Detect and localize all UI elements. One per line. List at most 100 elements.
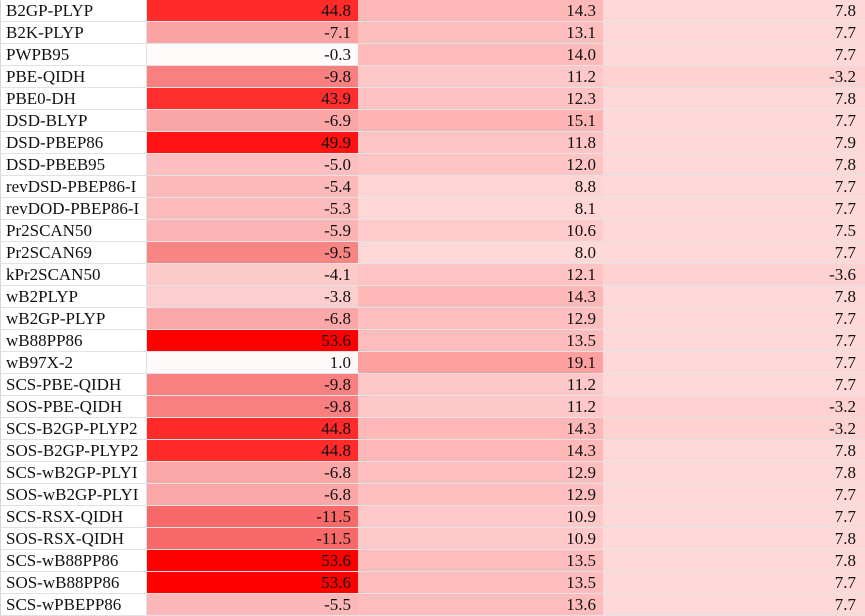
value-cell-col1[interactable]: -5.3	[147, 198, 358, 220]
value-cell-col3[interactable]: 7.7	[603, 572, 865, 594]
value-cell-col2[interactable]: 14.3	[358, 0, 603, 22]
value-cell-col2[interactable]: 8.8	[358, 176, 603, 198]
value-cell-col3[interactable]: 7.5	[603, 220, 865, 242]
value-cell-col3[interactable]: 7.7	[603, 198, 865, 220]
value-cell-col3[interactable]: 7.8	[603, 550, 865, 572]
value-cell-col2[interactable]: 15.1	[358, 110, 603, 132]
method-name-cell[interactable]: wB88PP86	[0, 330, 147, 352]
value-cell-col1[interactable]: 53.6	[147, 572, 358, 594]
value-cell-col2[interactable]: 14.3	[358, 440, 603, 462]
value-cell-col1[interactable]: -6.8	[147, 462, 358, 484]
value-cell-col1[interactable]: -5.4	[147, 176, 358, 198]
value-cell-col3[interactable]: 7.7	[603, 374, 865, 396]
value-cell-col3[interactable]: 7.7	[603, 242, 865, 264]
value-cell-col3[interactable]: 7.8	[603, 440, 865, 462]
method-name-cell[interactable]: SCS-B2GP-PLYP2	[0, 418, 147, 440]
value-cell-col3[interactable]: 7.7	[603, 22, 865, 44]
method-name-cell[interactable]: revDSD-PBEP86-I	[0, 176, 147, 198]
value-cell-col2[interactable]: 19.1	[358, 352, 603, 374]
method-name-cell[interactable]: SCS-RSX-QIDH	[0, 506, 147, 528]
value-cell-col3[interactable]: 7.7	[603, 44, 865, 66]
value-cell-col2[interactable]: 12.9	[358, 484, 603, 506]
value-cell-col2[interactable]: 12.9	[358, 462, 603, 484]
value-cell-col1[interactable]: -9.8	[147, 66, 358, 88]
method-name-cell[interactable]: PWPB95	[0, 44, 147, 66]
value-cell-col2[interactable]: 13.5	[358, 572, 603, 594]
value-cell-col2[interactable]: 12.1	[358, 264, 603, 286]
value-cell-col3[interactable]: 7.8	[603, 528, 865, 550]
value-cell-col3[interactable]: 7.8	[603, 88, 865, 110]
method-name-cell[interactable]: DSD-BLYP	[0, 110, 147, 132]
value-cell-col3[interactable]: 7.7	[603, 330, 865, 352]
value-cell-col1[interactable]: 43.9	[147, 88, 358, 110]
method-name-cell[interactable]: B2GP-PLYP	[0, 0, 147, 22]
method-name-cell[interactable]: wB2PLYP	[0, 286, 147, 308]
value-cell-col2[interactable]: 11.2	[358, 66, 603, 88]
value-cell-col1[interactable]: -6.8	[147, 484, 358, 506]
value-cell-col2[interactable]: 13.5	[358, 550, 603, 572]
value-cell-col1[interactable]: -9.8	[147, 396, 358, 418]
value-cell-col2[interactable]: 13.5	[358, 330, 603, 352]
value-cell-col1[interactable]: -5.0	[147, 154, 358, 176]
value-cell-col3[interactable]: -3.2	[603, 418, 865, 440]
method-name-cell[interactable]: SCS-wB2GP-PLYI	[0, 462, 147, 484]
method-name-cell[interactable]: kPr2SCAN50	[0, 264, 147, 286]
value-cell-col1[interactable]: 53.6	[147, 550, 358, 572]
method-name-cell[interactable]: SOS-RSX-QIDH	[0, 528, 147, 550]
value-cell-col1[interactable]: -9.8	[147, 374, 358, 396]
value-cell-col1[interactable]: -7.1	[147, 22, 358, 44]
value-cell-col2[interactable]: 11.2	[358, 374, 603, 396]
value-cell-col1[interactable]: -3.8	[147, 286, 358, 308]
value-cell-col2[interactable]: 11.8	[358, 132, 603, 154]
method-name-cell[interactable]: DSD-PBEP86	[0, 132, 147, 154]
value-cell-col1[interactable]: -4.1	[147, 264, 358, 286]
method-name-cell[interactable]: DSD-PBEB95	[0, 154, 147, 176]
method-name-cell[interactable]: SOS-wB2GP-PLYI	[0, 484, 147, 506]
value-cell-col2[interactable]: 8.1	[358, 198, 603, 220]
method-name-cell[interactable]: SOS-B2GP-PLYP2	[0, 440, 147, 462]
value-cell-col2[interactable]: 8.0	[358, 242, 603, 264]
method-name-cell[interactable]: SCS-wPBEPP86	[0, 594, 147, 616]
value-cell-col1[interactable]: -9.5	[147, 242, 358, 264]
value-cell-col1[interactable]: -5.5	[147, 594, 358, 616]
method-name-cell[interactable]: wB97X-2	[0, 352, 147, 374]
value-cell-col2[interactable]: 14.0	[358, 44, 603, 66]
value-cell-col2[interactable]: 12.3	[358, 88, 603, 110]
value-cell-col3[interactable]: -3.6	[603, 264, 865, 286]
value-cell-col1[interactable]: -11.5	[147, 528, 358, 550]
method-name-cell[interactable]: Pr2SCAN50	[0, 220, 147, 242]
value-cell-col3[interactable]: 7.7	[603, 176, 865, 198]
value-cell-col3[interactable]: 7.7	[603, 308, 865, 330]
value-cell-col1[interactable]: 44.8	[147, 0, 358, 22]
value-cell-col3[interactable]: 7.7	[603, 352, 865, 374]
method-name-cell[interactable]: SOS-wB88PP86	[0, 572, 147, 594]
value-cell-col2[interactable]: 14.3	[358, 286, 603, 308]
method-name-cell[interactable]: PBE0-DH	[0, 88, 147, 110]
value-cell-col1[interactable]: -6.8	[147, 308, 358, 330]
value-cell-col2[interactable]: 12.0	[358, 154, 603, 176]
value-cell-col2[interactable]: 10.6	[358, 220, 603, 242]
value-cell-col2[interactable]: 12.9	[358, 308, 603, 330]
value-cell-col1[interactable]: 44.8	[147, 440, 358, 462]
method-name-cell[interactable]: revDOD-PBEP86-I	[0, 198, 147, 220]
value-cell-col3[interactable]: 7.7	[603, 484, 865, 506]
value-cell-col3[interactable]: 7.7	[603, 594, 865, 616]
value-cell-col3[interactable]: -3.2	[603, 396, 865, 418]
value-cell-col2[interactable]: 10.9	[358, 506, 603, 528]
method-name-cell[interactable]: wB2GP-PLYP	[0, 308, 147, 330]
value-cell-col3[interactable]: 7.7	[603, 506, 865, 528]
value-cell-col2[interactable]: 13.6	[358, 594, 603, 616]
value-cell-col3[interactable]: 7.8	[603, 0, 865, 22]
value-cell-col3[interactable]: 7.7	[603, 110, 865, 132]
value-cell-col1[interactable]: 44.8	[147, 418, 358, 440]
value-cell-col3[interactable]: -3.2	[603, 66, 865, 88]
method-name-cell[interactable]: SCS-wB88PP86	[0, 550, 147, 572]
value-cell-col1[interactable]: 49.9	[147, 132, 358, 154]
method-name-cell[interactable]: PBE-QIDH	[0, 66, 147, 88]
value-cell-col2[interactable]: 10.9	[358, 528, 603, 550]
value-cell-col2[interactable]: 11.2	[358, 396, 603, 418]
value-cell-col1[interactable]: 53.6	[147, 330, 358, 352]
value-cell-col2[interactable]: 14.3	[358, 418, 603, 440]
method-name-cell[interactable]: SOS-PBE-QIDH	[0, 396, 147, 418]
value-cell-col3[interactable]: 7.9	[603, 132, 865, 154]
